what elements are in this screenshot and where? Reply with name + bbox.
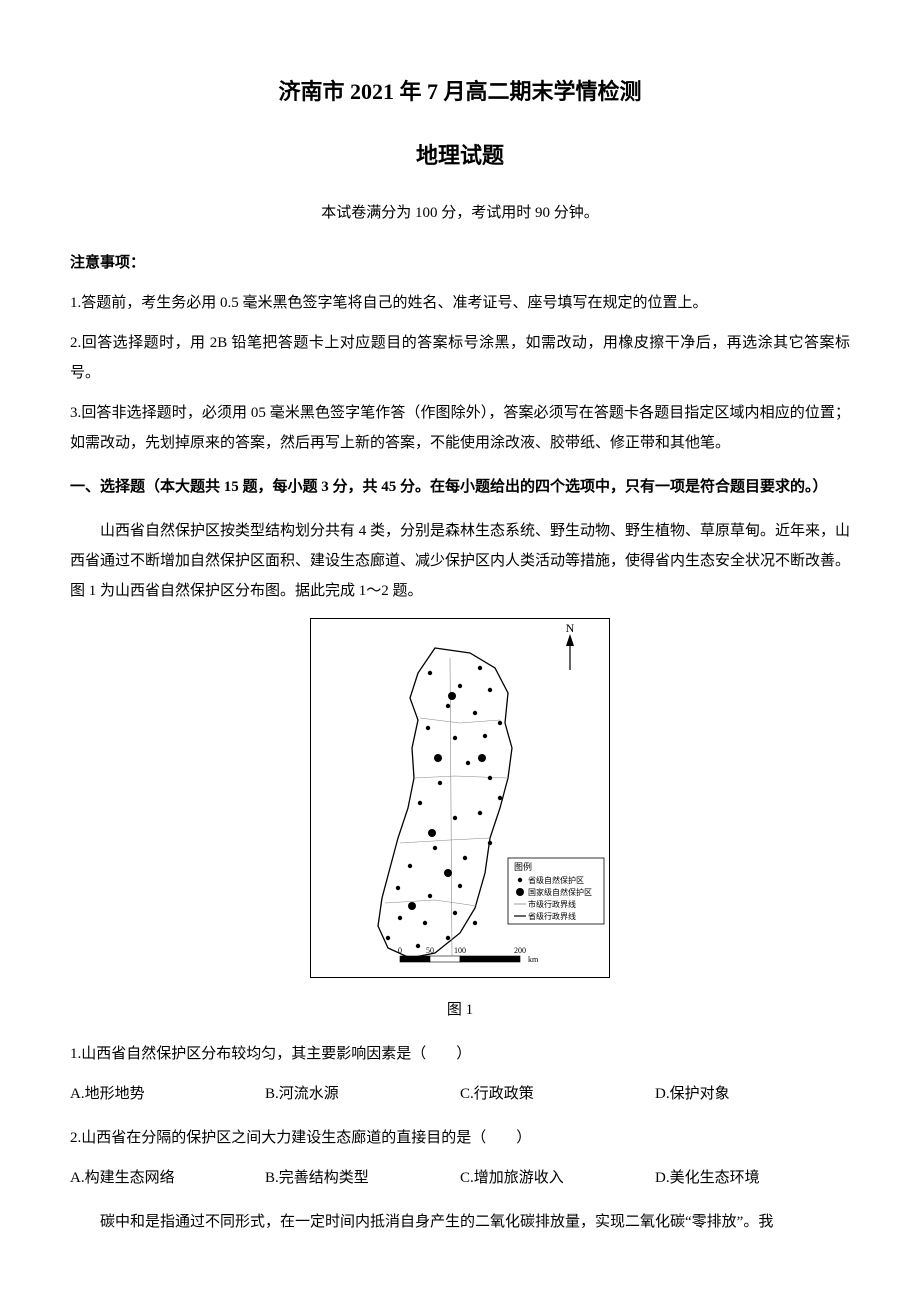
notice-item-3: 3.回答非选择题时，必须用 05 毫米黑色签字笔作答（作图除外），答案必须写在答… [70, 398, 850, 458]
notice-heading: 注意事项： [70, 248, 850, 278]
q1-option-d: D.保护对象 [655, 1079, 850, 1109]
legend: 图例 省级自然保护区 国家级自然保护区 市级行政界线 省级行政界线 [508, 858, 604, 924]
q1-option-a: A.地形地势 [70, 1079, 265, 1109]
q2-option-b: B.完善结构类型 [265, 1163, 460, 1193]
passage-1: 山西省自然保护区按类型结构划分共有 4 类，分别是森林生态系统、野生动物、野生植… [70, 516, 850, 606]
legend-item-0: 省级自然保护区 [528, 875, 584, 885]
legend-item-2: 市级行政界线 [528, 899, 576, 909]
svg-text:N: N [566, 621, 575, 635]
q2-option-d: D.美化生态环境 [655, 1163, 850, 1193]
passage-2: 碳中和是指通过不同形式，在一定时间内抵消自身产生的二氧化碳排放量，实现二氧化碳“… [70, 1207, 850, 1237]
svg-text:0: 0 [398, 946, 402, 955]
svg-text:200: 200 [514, 946, 526, 955]
title-sub: 地理试题 [70, 134, 850, 178]
legend-item-3: 省级行政界线 [528, 911, 576, 921]
svg-text:50: 50 [426, 946, 434, 955]
figure-1-caption: 图 1 [70, 995, 850, 1025]
question-1-stem: 1.山西省自然保护区分布较均匀，其主要影响因素是（ ） [70, 1039, 850, 1069]
question-1-options: A.地形地势 B.河流水源 C.行政政策 D.保护对象 [70, 1079, 850, 1109]
figure-1: N 图例 省级自然保护区 国家级自然保护区 市级行政界线 省级行政界线 [70, 618, 850, 989]
section-1-heading: 一、选择题（本大题共 15 题，每小题 3 分，共 45 分。在每小题给出的四个… [70, 472, 850, 502]
q2-option-a: A.构建生态网络 [70, 1163, 265, 1193]
map-svg: N 图例 省级自然保护区 国家级自然保护区 市级行政界线 省级行政界线 [310, 618, 610, 978]
q1-option-c: C.行政政策 [460, 1079, 655, 1109]
title-main: 济南市 2021 年 7 月高二期末学情检测 [70, 70, 850, 114]
notice-item-1: 1.答题前，考生务必用 0.5 毫米黑色签字笔将自己的姓名、准考证号、座号填写在… [70, 288, 850, 318]
q1-option-b: B.河流水源 [265, 1079, 460, 1109]
question-2-stem: 2.山西省在分隔的保护区之间大力建设生态廊道的直接目的是（ ） [70, 1123, 850, 1153]
legend-title: 图例 [514, 861, 532, 872]
svg-text:100: 100 [454, 946, 466, 955]
notice-item-2: 2.回答选择题时，用 2B 铅笔把答题卡上对应题目的答案标号涂黑，如需改动，用橡… [70, 328, 850, 388]
exam-info: 本试卷满分为 100 分，考试用时 90 分钟。 [70, 198, 850, 228]
q2-option-c: C.增加旅游收入 [460, 1163, 655, 1193]
svg-text:km: km [528, 955, 539, 964]
question-2-options: A.构建生态网络 B.完善结构类型 C.增加旅游收入 D.美化生态环境 [70, 1163, 850, 1193]
legend-item-1: 国家级自然保护区 [528, 887, 592, 897]
